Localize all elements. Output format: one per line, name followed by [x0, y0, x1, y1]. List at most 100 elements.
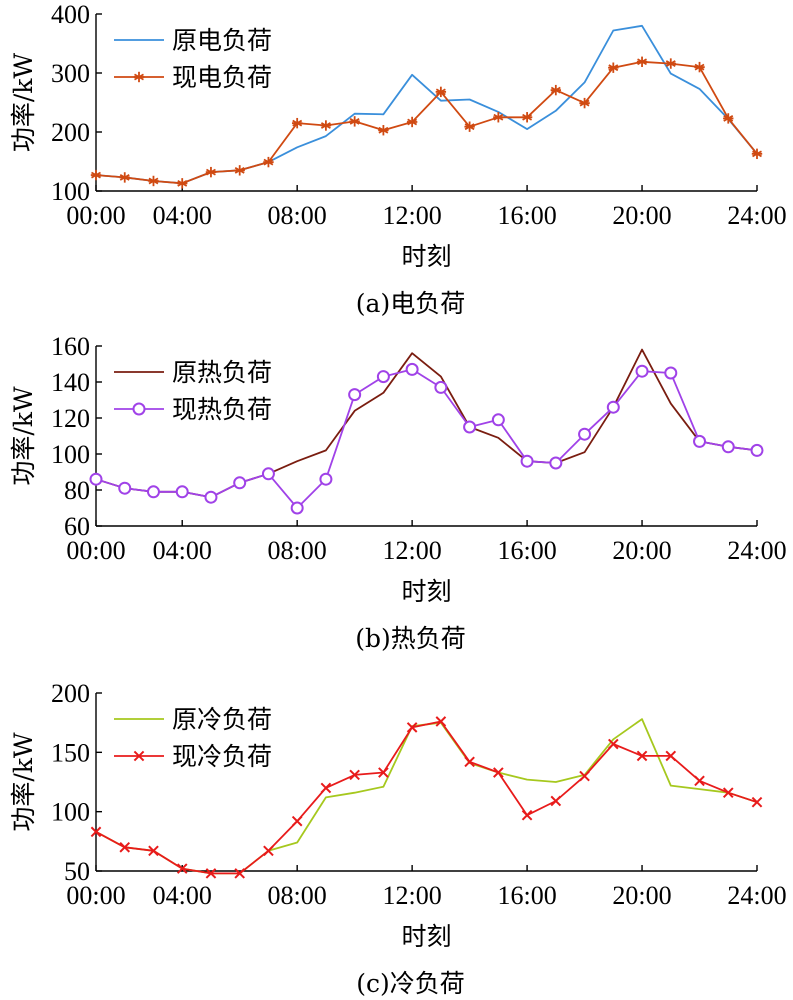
- y-tick-label: 400: [51, 0, 90, 29]
- legend-entry-2: 现冷负荷: [114, 742, 272, 771]
- legend-entry-1: 原电负荷: [114, 26, 272, 55]
- x-tick-label: 16:00: [497, 536, 556, 565]
- data-point: [549, 456, 563, 470]
- x-tick-label: 04:00: [153, 536, 212, 565]
- data-point: [751, 148, 763, 160]
- data-point: [751, 796, 763, 808]
- data-point: [463, 420, 477, 434]
- x-tick-label: 08:00: [268, 881, 327, 910]
- data-point: [119, 841, 131, 853]
- x-tick-label: 04:00: [153, 201, 212, 230]
- x-axis-label: 时刻: [401, 577, 451, 606]
- data-point: [521, 112, 533, 123]
- chart-caption: (c)冷负荷: [356, 969, 465, 998]
- data-point: [263, 845, 274, 857]
- data-point: [606, 400, 620, 414]
- data-point: [636, 750, 648, 762]
- x-tick-label: 00:00: [66, 536, 125, 565]
- x-tick-label: 00:00: [66, 201, 125, 230]
- data-point: [175, 485, 189, 499]
- data-point: [320, 782, 332, 794]
- x-tick-label: 12:00: [383, 536, 442, 565]
- y-axis-label: 功率/kW: [9, 53, 38, 153]
- data-point: [406, 722, 418, 733]
- data-point: [406, 116, 418, 128]
- data-point: [521, 809, 533, 821]
- data-point: [176, 863, 188, 874]
- x-tick-label: 04:00: [153, 881, 212, 910]
- data-point: [579, 97, 590, 109]
- data-point: [493, 112, 504, 123]
- y-axis-label: 功率/kW: [9, 732, 38, 832]
- data-point: [177, 178, 188, 189]
- data-point: [665, 750, 677, 762]
- data-point: [608, 62, 619, 73]
- legend-label: 现热负荷: [172, 395, 272, 424]
- x-tick-label: 20:00: [612, 881, 671, 910]
- x-tick-label: 16:00: [497, 881, 556, 910]
- data-point: [578, 427, 592, 441]
- legend-entry-2: 现热负荷: [114, 395, 272, 424]
- data-point: [263, 156, 274, 168]
- data-point: [291, 815, 303, 827]
- y-axis-label: 功率/kW: [9, 386, 38, 486]
- chart-panel-3: 50 100 150 200 00:00 04:00 08:00 12:00 16:00 20:0…: [9, 679, 787, 998]
- data-point: [376, 370, 390, 384]
- data-point: [205, 868, 217, 879]
- data-point: [146, 485, 160, 499]
- y-tick-label: 200: [51, 118, 90, 147]
- y-tick-label: 50: [64, 857, 90, 886]
- data-point: [750, 443, 764, 457]
- x-tick-label: 12:00: [383, 881, 442, 910]
- y-tick-label: 100: [51, 798, 90, 827]
- data-point: [234, 868, 246, 879]
- data-point: [290, 501, 304, 515]
- legend-entry-2: 现电负荷: [114, 63, 272, 92]
- legend-label: 原冷负荷: [172, 705, 272, 734]
- data-point: [579, 770, 590, 782]
- data-point: [636, 56, 648, 67]
- y-tick-label: 140: [51, 368, 90, 397]
- data-point: [550, 795, 562, 807]
- data-point: [378, 125, 389, 136]
- x-tick-label: 24:00: [727, 881, 786, 910]
- legend-marker: [133, 750, 145, 762]
- data-point: [234, 165, 245, 176]
- data-point: [491, 413, 505, 427]
- y-tick-label: 100: [51, 177, 90, 206]
- data-point: [349, 769, 360, 781]
- x-tick-label: 24:00: [727, 536, 786, 565]
- chart-panel-2: 60 80 100 120 140 160 00:00 04:00 08:00 12:00 16:0…: [9, 332, 787, 653]
- chart-caption: (b)热负荷: [355, 624, 466, 653]
- legend-label: 现冷负荷: [172, 742, 272, 771]
- data-point: [694, 61, 705, 73]
- data-point: [723, 113, 734, 124]
- data-point: [319, 472, 333, 486]
- data-point: [434, 380, 448, 394]
- data-point: [722, 787, 734, 798]
- legend-label: 原热负荷: [172, 358, 272, 387]
- x-axis-label: 时刻: [401, 242, 451, 271]
- y-tick-label: 80: [64, 476, 90, 505]
- x-tick-label: 24:00: [727, 201, 786, 230]
- data-point: [464, 756, 475, 768]
- data-point: [435, 716, 447, 727]
- legend-entry-1: 原冷负荷: [114, 705, 272, 734]
- data-point: [349, 116, 360, 127]
- data-point: [261, 467, 275, 481]
- data-point: [721, 440, 735, 454]
- x-axis-label: 时刻: [401, 922, 451, 951]
- data-point: [694, 775, 705, 787]
- data-point: [348, 388, 362, 402]
- legend-label: 现电负荷: [172, 63, 272, 92]
- y-tick-label: 160: [51, 332, 90, 361]
- y-tick-label: 300: [51, 59, 90, 88]
- y-tick-label: 120: [51, 404, 90, 433]
- x-tick-label: 00:00: [66, 881, 125, 910]
- y-tick-label: 100: [51, 440, 90, 469]
- data-point: [90, 826, 102, 838]
- x-tick-label: 16:00: [497, 201, 556, 230]
- data-point: [148, 175, 159, 187]
- data-point: [607, 738, 619, 750]
